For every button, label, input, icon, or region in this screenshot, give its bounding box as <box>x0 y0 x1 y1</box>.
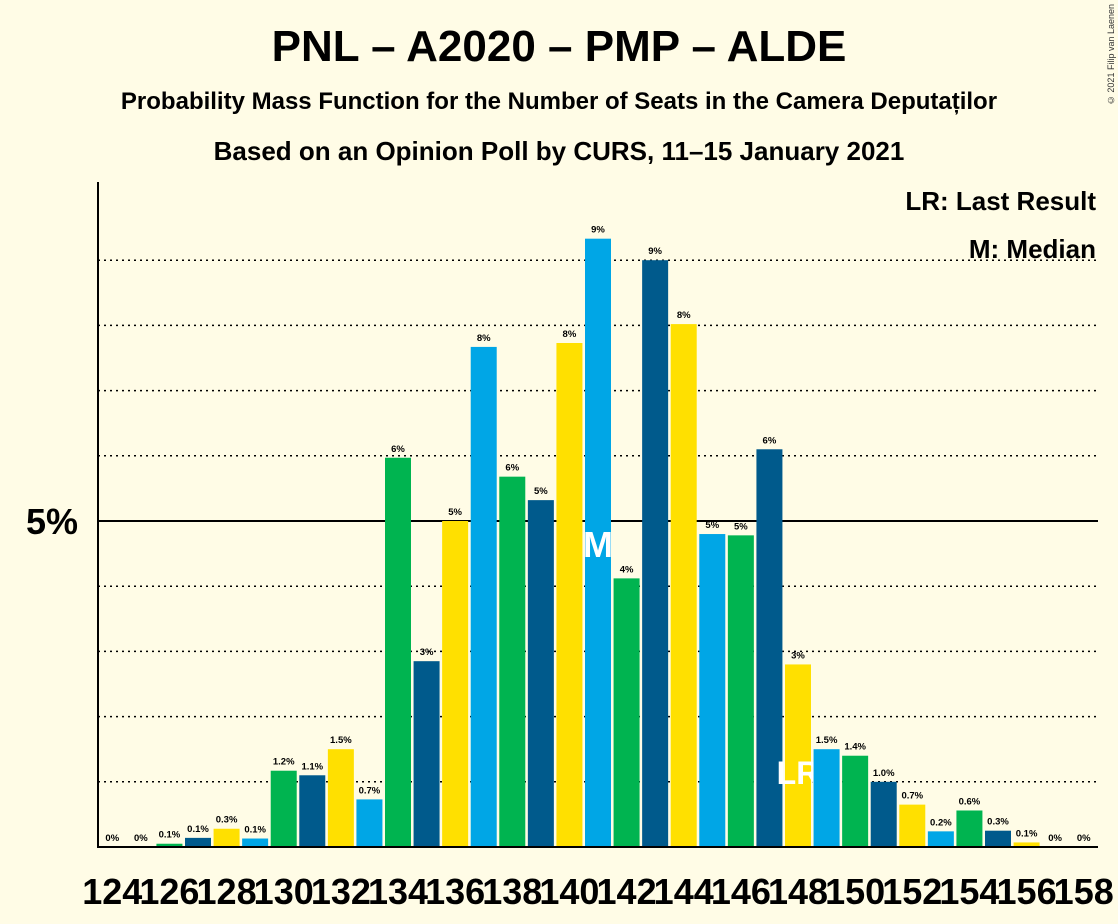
bar-label-142: 4% <box>620 564 634 575</box>
bar-label-153: 0.2% <box>930 817 952 828</box>
bar-label-129: 0.1% <box>244 825 266 836</box>
bar-label-132: 1.5% <box>330 735 352 746</box>
x-tick-label: 146 <box>711 871 771 912</box>
bar-150 <box>842 755 869 847</box>
legend-last-result: LR: Last Result <box>905 186 1096 216</box>
x-tick-label: 136 <box>425 871 485 912</box>
bar-label-137: 8% <box>477 333 491 344</box>
bar-label-151: 1.0% <box>873 768 895 779</box>
bar-145 <box>699 534 726 847</box>
bar-label-149: 1.5% <box>816 735 838 746</box>
bar-label-138: 6% <box>505 463 519 474</box>
bar-153 <box>927 831 954 847</box>
bar-label-155: 0.3% <box>987 817 1009 828</box>
bar-label-131: 1.1% <box>301 761 323 772</box>
bar-142 <box>613 578 640 847</box>
bar-label-143: 9% <box>648 246 662 257</box>
bar-139 <box>527 500 554 847</box>
bar-136 <box>442 521 469 847</box>
bar-144 <box>670 324 697 847</box>
x-tick-label: 140 <box>539 871 599 912</box>
bar-label-157: 0% <box>1048 833 1062 844</box>
chart-title: PNL – A2020 – PMP – ALDE <box>271 22 847 71</box>
bar-132 <box>327 749 354 847</box>
x-tick-label: 154 <box>939 871 999 912</box>
bar-label-130: 1.2% <box>273 757 295 768</box>
x-tick-label: 158 <box>1054 871 1114 912</box>
bar-label-146: 5% <box>734 521 748 532</box>
x-tick-label: 132 <box>311 871 371 912</box>
x-tick-label: 130 <box>254 871 314 912</box>
bar-148 <box>785 664 811 847</box>
bar-label-136: 5% <box>448 507 462 518</box>
bar-label-150: 1.4% <box>844 742 866 753</box>
bar-label-127: 0.1% <box>187 824 209 835</box>
bar-label-145: 5% <box>705 520 719 531</box>
bar-label-152: 0.7% <box>901 791 923 802</box>
x-tick-label: 156 <box>997 871 1057 912</box>
x-tick-label: 152 <box>882 871 942 912</box>
chart-subtitle: Probability Mass Function for the Number… <box>120 88 998 115</box>
bar-label-154: 0.6% <box>959 796 981 807</box>
bar-label-134: 6% <box>391 444 405 455</box>
bar-label-158: 0% <box>1077 833 1091 844</box>
bar-label-126: 0.1% <box>159 830 181 841</box>
bar-129 <box>242 838 269 847</box>
x-tick-label: 128 <box>197 871 257 912</box>
bar-151 <box>870 781 897 847</box>
bar-126 <box>156 843 183 847</box>
x-tick-label: 134 <box>368 871 428 912</box>
bar-152 <box>899 804 926 847</box>
bar-134 <box>385 457 411 847</box>
x-tick-label: 150 <box>825 871 885 912</box>
bar-141 <box>585 238 611 847</box>
bar-138 <box>499 476 526 847</box>
bar-131 <box>299 775 326 847</box>
bar-143 <box>642 260 669 847</box>
y-tick-label: 5% <box>26 501 78 542</box>
last-result-marker: LR <box>777 755 820 791</box>
median-marker: M <box>583 524 613 565</box>
bar-149 <box>813 749 840 847</box>
x-tick-label: 144 <box>654 871 714 912</box>
bar-128 <box>213 828 240 847</box>
chart-subtitle-poll: Based on an Opinion Poll by CURS, 11–15 … <box>213 136 905 166</box>
x-tick-label: 124 <box>82 871 142 912</box>
bar-label-124: 0% <box>105 833 119 844</box>
legend-median: M: Median <box>969 234 1096 264</box>
bar-155 <box>985 830 1011 847</box>
bar-label-128: 0.3% <box>216 815 238 826</box>
bar-label-144: 8% <box>677 310 691 321</box>
bar-137 <box>470 346 497 847</box>
x-tick-label: 138 <box>482 871 542 912</box>
bar-label-125: 0% <box>134 833 148 844</box>
bar-label-156: 0.1% <box>1016 828 1038 839</box>
x-tick-label: 148 <box>768 871 828 912</box>
bar-label-141: 9% <box>591 225 605 236</box>
bar-135 <box>413 661 440 847</box>
bar-140 <box>556 343 583 847</box>
bar-label-135: 3% <box>420 647 434 658</box>
bar-label-148: 3% <box>791 650 805 661</box>
bar-156 <box>1013 842 1040 847</box>
bar-154 <box>956 810 983 847</box>
bar-133 <box>356 799 383 847</box>
bar-label-147: 6% <box>763 435 777 446</box>
bar-127 <box>185 837 211 847</box>
x-tick-label: 126 <box>139 871 199 912</box>
bar-label-139: 5% <box>534 486 548 497</box>
bar-label-133: 0.7% <box>359 785 381 796</box>
bar-label-140: 8% <box>563 329 577 340</box>
bar-146 <box>727 535 754 847</box>
bar-147 <box>756 449 783 847</box>
bar-130 <box>270 770 297 847</box>
x-tick-label: 142 <box>597 871 657 912</box>
